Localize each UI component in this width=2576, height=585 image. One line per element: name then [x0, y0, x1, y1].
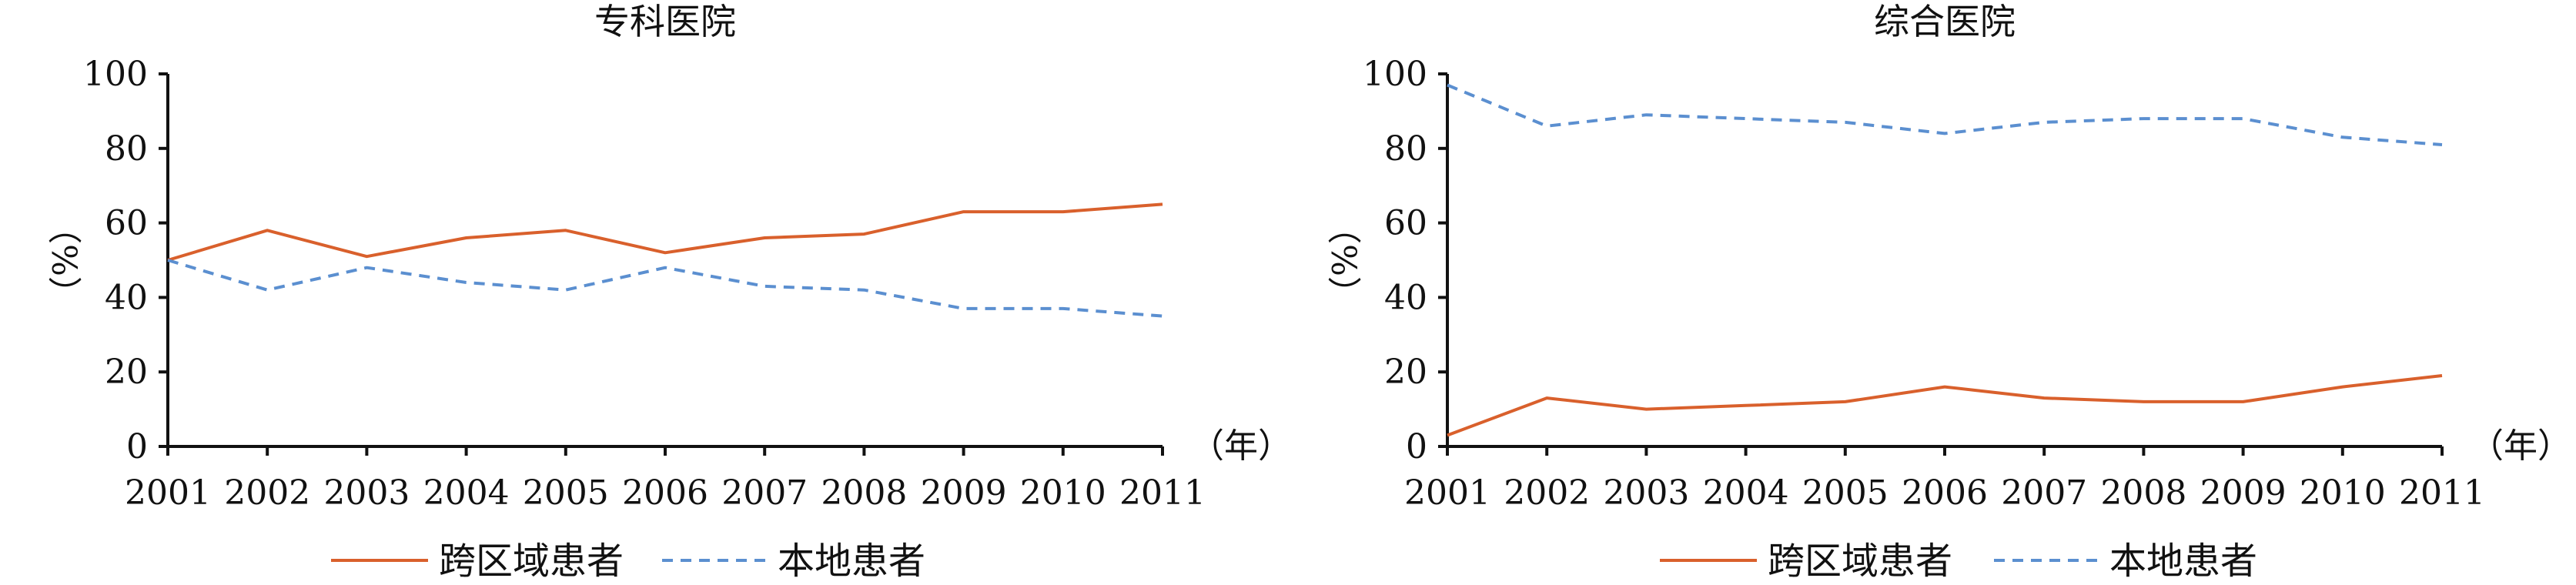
y-tick-label: 100: [1363, 55, 1427, 94]
series-line-cross: [1447, 374, 2443, 437]
chart-title: 综合医院: [1874, 1, 2016, 42]
x-axis-label: （年）: [2470, 426, 2571, 466]
x-tick-label: 2004: [1703, 473, 1789, 513]
legend-left-cross-label: 跨区域患者: [439, 540, 624, 583]
chart-title: 专科医院: [594, 1, 736, 42]
x-tick-label: 2008: [2100, 473, 2186, 513]
y-tick-label: 0: [126, 427, 148, 466]
x-tick-label: 2005: [1802, 473, 1889, 513]
x-tick-label: 2001: [125, 473, 211, 513]
y-axis-label: （%）: [44, 210, 83, 310]
x-tick-label: 2006: [622, 473, 708, 513]
legend-right: 跨区域患者 本地患者: [1660, 540, 2257, 583]
y-tick-label: 40: [1384, 278, 1427, 317]
x-tick-label: 2006: [1902, 473, 1988, 513]
x-tick-label: 2010: [1020, 473, 1106, 513]
x-tick-label: 2001: [1404, 473, 1490, 513]
chart-left: 专科医院 0 20 40 60 80 100 2001 2002 2003 2004 2005 2006…: [44, 1, 1292, 513]
x-tick-label: 2007: [721, 473, 808, 513]
x-tick-label: 2008: [821, 473, 907, 513]
legend-left-local-label: 本地患者: [778, 540, 925, 583]
x-tick-label: 2002: [224, 473, 310, 513]
x-tick-label: 2003: [1603, 473, 1689, 513]
x-tick-label: 2007: [2001, 473, 2087, 513]
y-tick-label: 20: [105, 353, 148, 392]
legend-left: 跨区域患者 本地患者: [331, 540, 925, 583]
x-axis-label: （年）: [1190, 426, 1292, 466]
y-tick-label: 60: [105, 204, 148, 243]
series-line-cross: [167, 202, 1163, 262]
y-tick-label: 80: [1384, 129, 1427, 169]
y-tick-label: 60: [1384, 204, 1427, 243]
y-tick-label: 0: [1406, 427, 1427, 466]
x-tick-label: 2009: [921, 473, 1007, 513]
legend-right-local-label: 本地患者: [2109, 540, 2257, 583]
y-tick-label: 40: [105, 278, 148, 317]
y-tick-label: 20: [1384, 353, 1427, 392]
x-tick-label: 2005: [523, 473, 609, 513]
x-tick-label: 2011: [1119, 473, 1206, 513]
series-line-local: [167, 259, 1163, 318]
x-tick-label: 2004: [423, 473, 510, 513]
series-line-local: [1447, 83, 2443, 146]
x-tick-label: 2002: [1504, 473, 1590, 513]
y-tick-label: 100: [83, 55, 148, 94]
x-tick-label: 2009: [2200, 473, 2287, 513]
chart-right: 综合医院 0 20 40 60 80 100 2001 2002 2003 2004 2005 2006…: [1323, 1, 2571, 513]
x-tick-label: 2011: [2399, 473, 2485, 513]
y-axis-label: （%）: [1323, 210, 1363, 310]
x-tick-label: 2010: [2300, 473, 2386, 513]
y-tick-label: 80: [105, 129, 148, 169]
legend-right-cross-label: 跨区域患者: [1768, 540, 1952, 583]
x-tick-label: 2003: [323, 473, 410, 513]
